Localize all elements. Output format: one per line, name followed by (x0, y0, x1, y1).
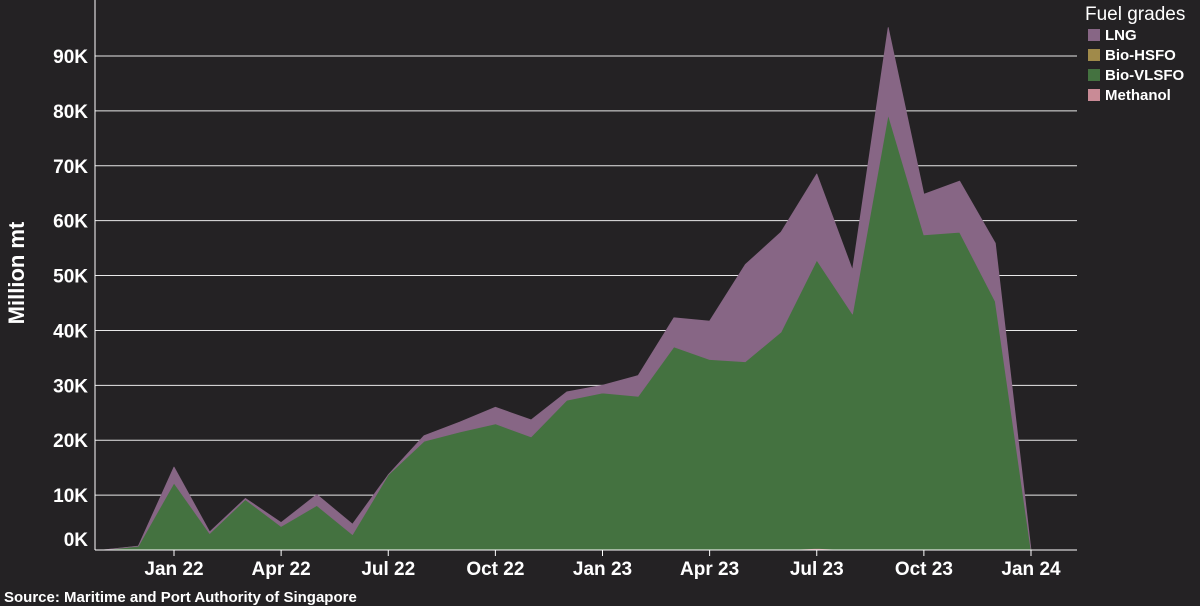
legend-item-bio-hsfo[interactable]: Bio-HSFO (1088, 47, 1176, 64)
y-tick-label: 80K (53, 102, 88, 123)
legend-label: Methanol (1105, 87, 1171, 104)
legend-label: LNG (1105, 27, 1137, 44)
source-note: Source: Maritime and Port Authority of S… (4, 589, 357, 606)
legend-swatch (1088, 29, 1100, 41)
x-tick-label: Oct 23 (895, 559, 953, 580)
legend-title: Fuel grades (1085, 4, 1185, 25)
axes (94, 0, 1077, 551)
x-tick-label: Jul 22 (361, 559, 415, 580)
area-series-bio-vlsfo[interactable] (102, 114, 1032, 551)
y-axis-title: Million mt (4, 221, 29, 324)
y-tick-label: 50K (53, 267, 88, 288)
y-tick-label: 60K (53, 212, 88, 233)
x-tick-labels: Jan 22 Apr 22 Jul 22 Oct 22 Jan 23 Apr 23 Jul … (144, 550, 1061, 580)
y-tick-label: 0K (64, 530, 89, 551)
y-tick-label: 70K (53, 157, 88, 178)
x-tick-label: Apr 22 (252, 559, 311, 580)
x-tick-label: Jan 22 (144, 559, 203, 580)
gridlines (95, 55, 1077, 496)
y-tick-labels: 0K 10K 20K 30K 40K 50K 60K 70K 80K 90K (53, 47, 88, 551)
legend-item-lng[interactable]: LNG (1088, 27, 1137, 44)
y-tick-label: 90K (53, 47, 88, 68)
legend[interactable]: Fuel grades LNG Bio-HSFO Bio-VLSFO Methanol (1085, 4, 1185, 104)
x-tick-label: Jan 24 (1001, 559, 1061, 580)
area-series-group (102, 27, 1032, 551)
y-tick-label: 20K (53, 431, 88, 452)
legend-label: Bio-VLSFO (1105, 67, 1184, 84)
legend-item-methanol[interactable]: Methanol (1088, 87, 1171, 104)
legend-label: Bio-HSFO (1105, 47, 1176, 64)
x-tick-label: Oct 22 (466, 559, 524, 580)
x-tick-label: Jul 23 (790, 559, 844, 580)
x-tick-label: Jan 23 (573, 559, 632, 580)
legend-swatch (1088, 69, 1100, 81)
y-tick-label: 10K (53, 486, 88, 507)
y-tick-label: 30K (53, 376, 88, 397)
legend-item-bio-vlsfo[interactable]: Bio-VLSFO (1088, 67, 1184, 84)
legend-swatch (1088, 49, 1100, 61)
legend-swatch (1088, 89, 1100, 101)
x-tick-label: Apr 23 (680, 559, 739, 580)
y-tick-label: 40K (53, 321, 88, 342)
